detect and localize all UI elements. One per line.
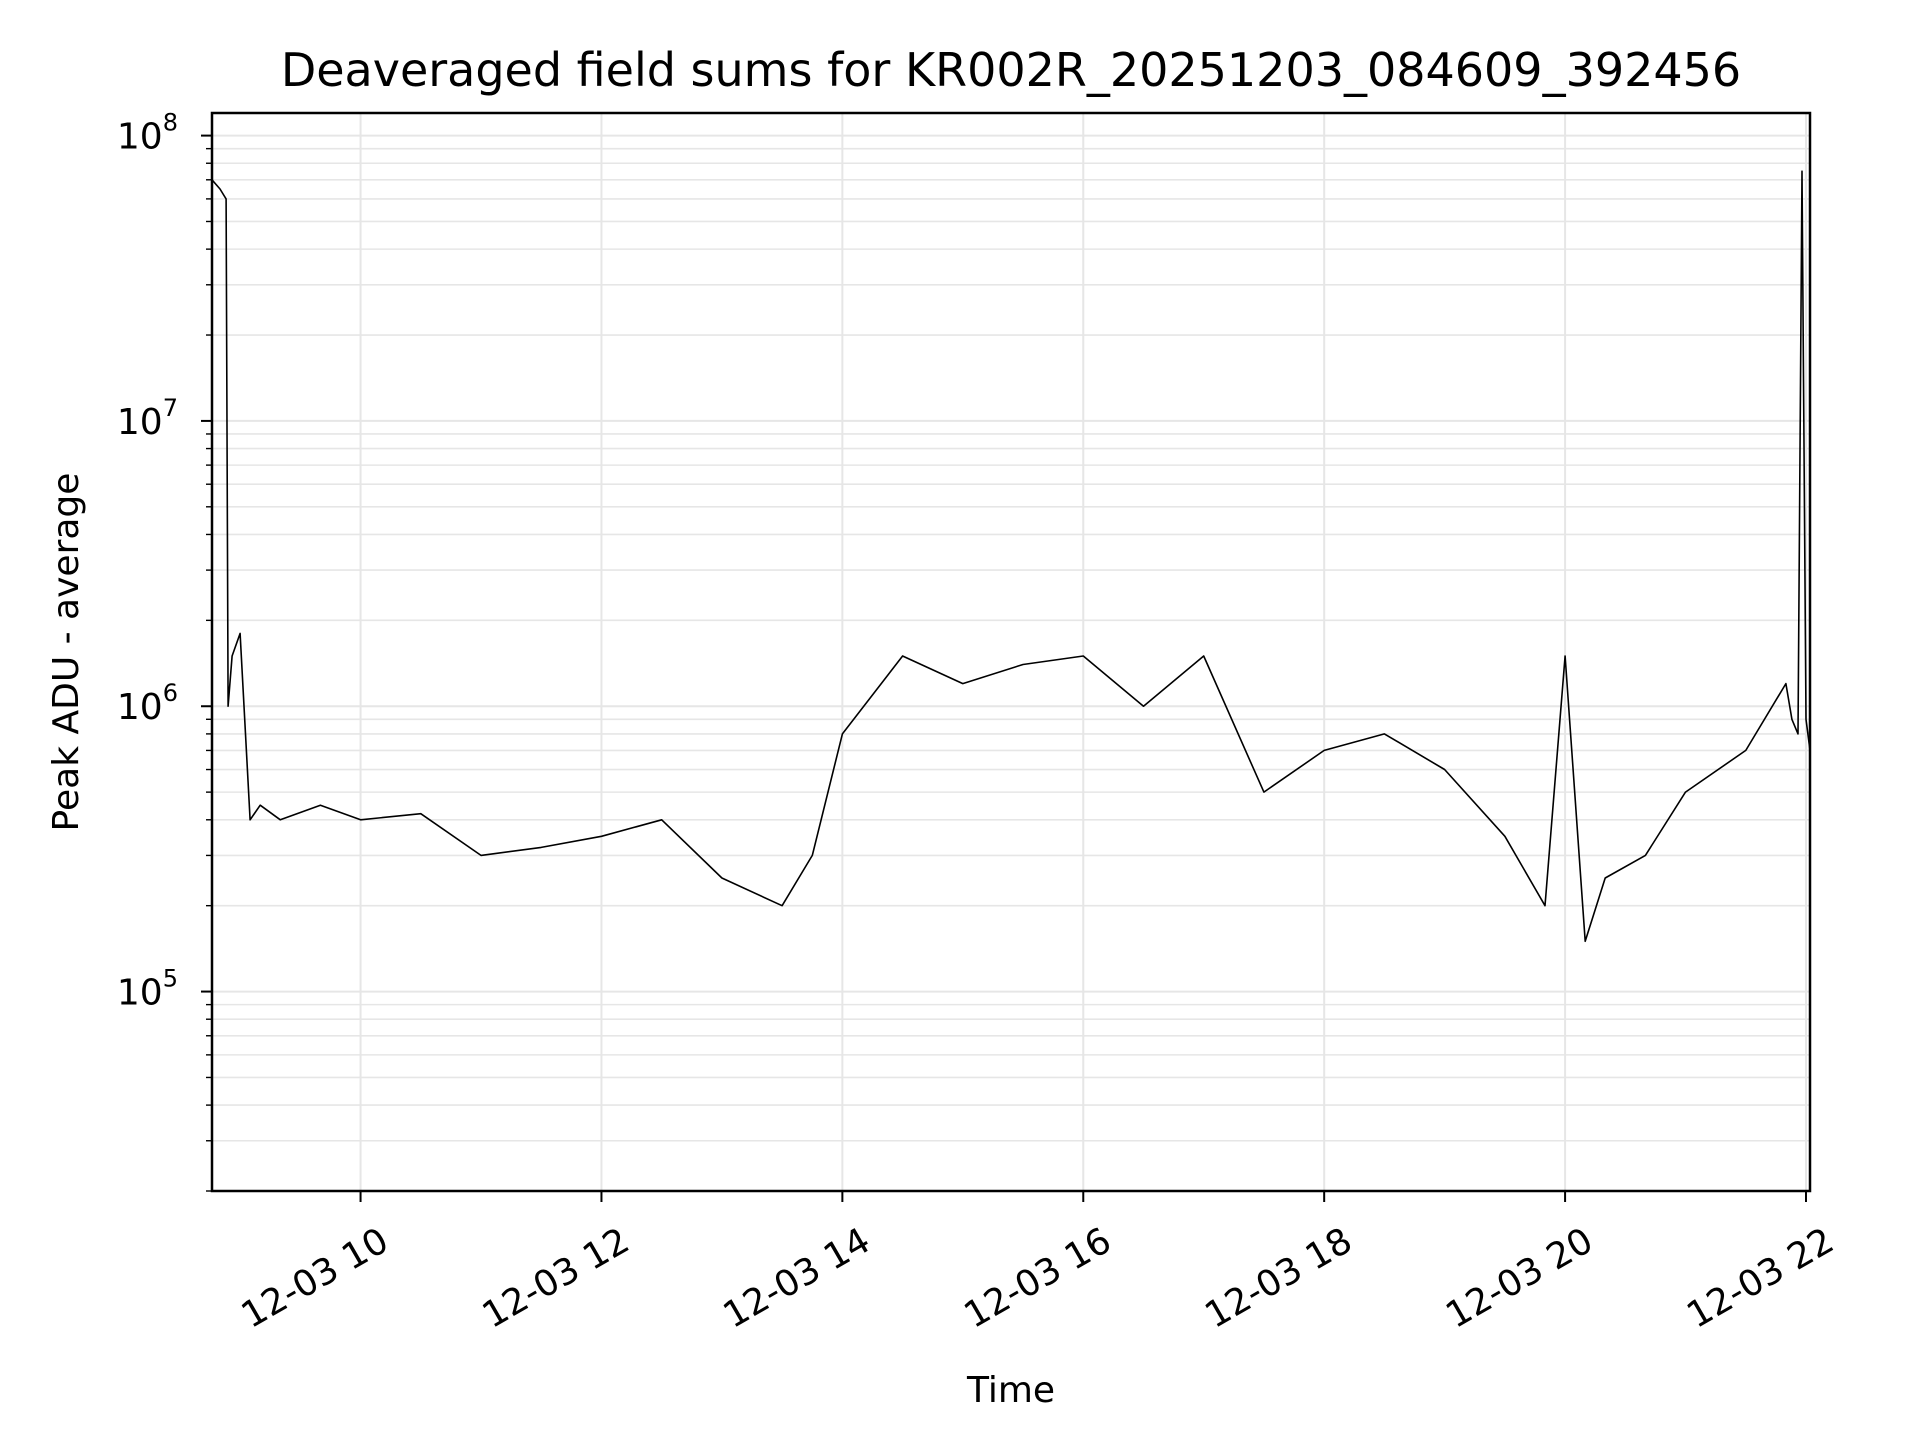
y-axis: 105 106 107 108 — [117, 109, 212, 1192]
chart-title: Deaveraged field sums for KR002R_2025120… — [281, 43, 1741, 97]
data-area — [211, 170, 1811, 943]
y-axis-label: Peak ADU - average — [46, 473, 87, 832]
grid — [212, 113, 1810, 1192]
y-tick-label: 105 — [117, 965, 178, 1014]
y-tick-label: 106 — [117, 679, 178, 728]
series-line — [211, 170, 1811, 943]
x-axis-label: Time — [966, 1370, 1055, 1411]
plot-frame — [210, 111, 1812, 1193]
y-tick-label: 108 — [117, 109, 178, 158]
y-tick-label: 107 — [117, 394, 178, 443]
